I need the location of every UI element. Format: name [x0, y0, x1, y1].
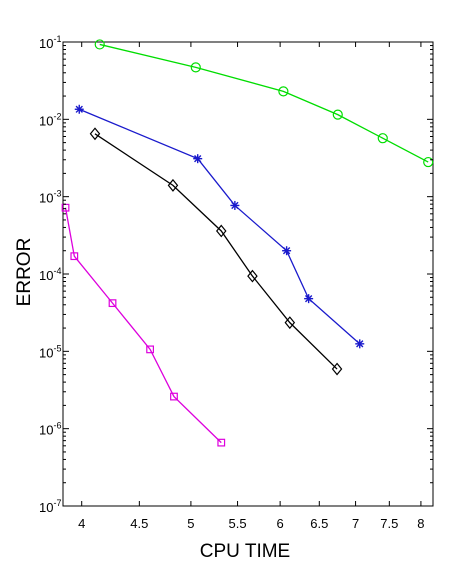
x-tick-label: 8	[417, 516, 424, 531]
data-point	[193, 154, 203, 164]
data-point	[332, 109, 343, 120]
data-point	[230, 200, 240, 210]
y-axis-label: ERROR	[14, 238, 35, 307]
y-tick-label: 10-6	[39, 421, 61, 438]
x-tick-label: 7.5	[380, 516, 398, 531]
data-point	[284, 316, 296, 330]
series-line-2	[79, 108, 361, 345]
data-point	[217, 438, 226, 447]
data-point	[146, 345, 155, 354]
data-point	[355, 339, 365, 349]
x-axis-label: CPU TIME	[200, 541, 290, 562]
data-point	[70, 252, 79, 261]
x-tick-label: 4.5	[130, 516, 148, 531]
data-point	[74, 104, 84, 114]
data-point	[215, 224, 227, 238]
data-point	[89, 127, 101, 141]
series-line-3	[94, 133, 338, 370]
x-tick-label: 6	[277, 516, 284, 531]
data-point	[108, 299, 117, 308]
y-tick-label: 10-2	[39, 111, 61, 128]
data-point	[282, 246, 292, 256]
y-tick-label: 10-1	[39, 34, 61, 51]
data-point	[278, 86, 289, 97]
y-tick-label: 10-4	[39, 266, 61, 283]
y-tick-label: 10-5	[39, 343, 61, 360]
data-point	[304, 294, 314, 304]
x-tick-label: 5.5	[229, 516, 247, 531]
data-point	[94, 39, 105, 50]
plot-frame	[62, 41, 434, 507]
x-tick-label: 7	[352, 516, 359, 531]
series-line-4	[64, 207, 222, 444]
y-tick-label: 10-7	[39, 498, 61, 515]
data-point	[167, 178, 179, 192]
data-point	[247, 269, 258, 283]
data-point	[377, 133, 388, 144]
x-tick-label: 4	[78, 516, 85, 531]
x-tick-label: 5	[187, 516, 194, 531]
data-point	[423, 156, 434, 168]
series-line-1	[99, 43, 429, 163]
data-point	[331, 362, 343, 376]
data-point	[190, 62, 201, 73]
data-point	[170, 392, 178, 401]
x-tick-label: 6.5	[310, 516, 328, 531]
y-tick-label: 10-3	[39, 189, 61, 206]
